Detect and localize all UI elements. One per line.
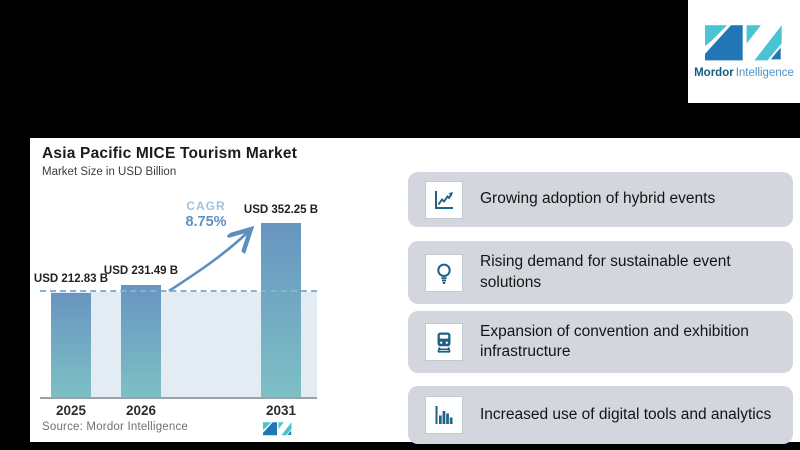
mordor-logo-icon bbox=[705, 24, 783, 61]
bar-value-label-2025: USD 212.83 B bbox=[33, 273, 109, 285]
driver-text: Rising demand for sustainable event solu… bbox=[480, 253, 731, 291]
growth-arrow-icon bbox=[168, 215, 265, 293]
x-tick-2025: 2025 bbox=[55, 403, 87, 418]
cagr-annotation: CAGR 8.75% bbox=[166, 199, 246, 230]
brand-name-bold: Mordor bbox=[694, 66, 734, 79]
driver-text: Increased use of digital tools and analy… bbox=[480, 405, 772, 423]
trend-chart-icon bbox=[426, 181, 462, 218]
train-icon bbox=[426, 324, 462, 360]
x-tick-2031: 2031 bbox=[265, 403, 297, 418]
cagr-value: 8.75% bbox=[185, 214, 227, 230]
driver-text: Expansion of convention and exhibition i… bbox=[480, 322, 749, 360]
bar-2031 bbox=[261, 223, 301, 398]
bar-value-label-2026: USD 231.49 B bbox=[103, 265, 179, 277]
market-chart-card: Asia Pacific MICE Tourism Market Market … bbox=[30, 138, 420, 442]
bar-2026 bbox=[121, 285, 161, 398]
brand-name-light: Intelligence bbox=[735, 66, 794, 79]
driver-card-infrastructure: Expansion of convention and exhibition i… bbox=[408, 311, 793, 373]
bar-2025 bbox=[51, 293, 91, 398]
chart-title: Asia Pacific MICE Tourism Market bbox=[42, 145, 298, 162]
lightbulb-icon bbox=[426, 254, 462, 291]
driver-card-hybrid-events: Growing adoption of hybrid events bbox=[408, 172, 793, 227]
driver-card-sustainable-events: Rising demand for sustainable event solu… bbox=[408, 241, 793, 304]
chart-subtitle: Market Size in USD Billion bbox=[42, 166, 177, 178]
driver-text: Growing adoption of hybrid events bbox=[480, 190, 716, 208]
bar-value-label-2031: USD 352.25 B bbox=[243, 204, 319, 216]
brand-wordmark: Mordor Intelligence bbox=[694, 67, 794, 79]
bar-chart-icon bbox=[426, 397, 462, 433]
reference-dashed-line bbox=[40, 290, 317, 292]
source-attribution: Source: Mordor Intelligence bbox=[42, 421, 189, 433]
cagr-label: CAGR bbox=[186, 199, 226, 213]
brand-logo: Mordor Intelligence bbox=[688, 0, 800, 103]
x-tick-2026: 2026 bbox=[125, 403, 157, 418]
driver-card-digital-tools: Increased use of digital tools and analy… bbox=[408, 386, 793, 444]
x-axis-line bbox=[40, 397, 317, 399]
mordor-logo-small-icon bbox=[263, 422, 292, 436]
